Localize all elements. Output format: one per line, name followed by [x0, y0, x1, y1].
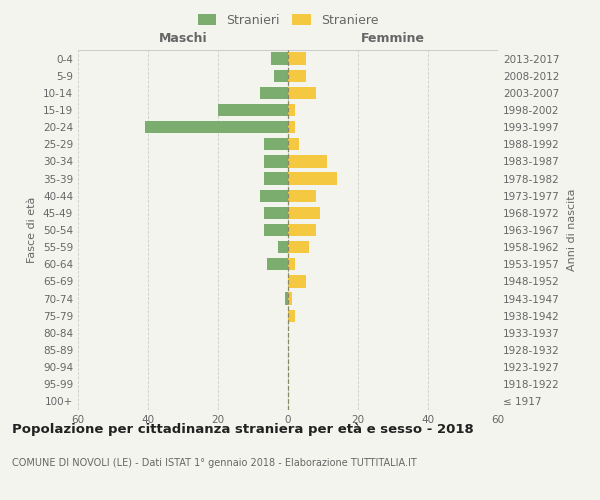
- Bar: [263, 206, 288, 219]
- Text: COMUNE DI NOVOLI (LE) - Dati ISTAT 1° gennaio 2018 - Elaborazione TUTTITALIA.IT: COMUNE DI NOVOLI (LE) - Dati ISTAT 1° ge…: [12, 458, 417, 468]
- Bar: [284, 292, 288, 304]
- Bar: [263, 224, 288, 236]
- Bar: [288, 121, 295, 134]
- Bar: [288, 258, 295, 270]
- Bar: [263, 138, 288, 150]
- Bar: [288, 224, 316, 236]
- Bar: [263, 156, 288, 168]
- Bar: [263, 172, 288, 184]
- Bar: [288, 206, 320, 219]
- Bar: [288, 292, 292, 304]
- Text: Femmine: Femmine: [361, 32, 425, 45]
- Bar: [288, 310, 295, 322]
- Bar: [288, 276, 305, 287]
- Bar: [288, 104, 295, 116]
- Bar: [277, 241, 288, 254]
- Bar: [288, 138, 299, 150]
- Bar: [288, 86, 316, 99]
- Text: Maschi: Maschi: [158, 32, 208, 45]
- Y-axis label: Fasce di età: Fasce di età: [28, 197, 37, 263]
- Bar: [274, 70, 288, 82]
- Bar: [288, 241, 309, 254]
- Bar: [288, 172, 337, 184]
- Legend: Stranieri, Straniere: Stranieri, Straniere: [193, 8, 383, 32]
- Bar: [218, 104, 288, 116]
- Bar: [271, 52, 288, 64]
- Bar: [288, 190, 316, 202]
- Bar: [267, 258, 288, 270]
- Bar: [260, 86, 288, 99]
- Bar: [145, 121, 288, 134]
- Bar: [288, 70, 305, 82]
- Bar: [288, 156, 326, 168]
- Y-axis label: Anni di nascita: Anni di nascita: [566, 188, 577, 271]
- Bar: [260, 190, 288, 202]
- Text: Popolazione per cittadinanza straniera per età e sesso - 2018: Popolazione per cittadinanza straniera p…: [12, 422, 474, 436]
- Bar: [288, 52, 305, 64]
